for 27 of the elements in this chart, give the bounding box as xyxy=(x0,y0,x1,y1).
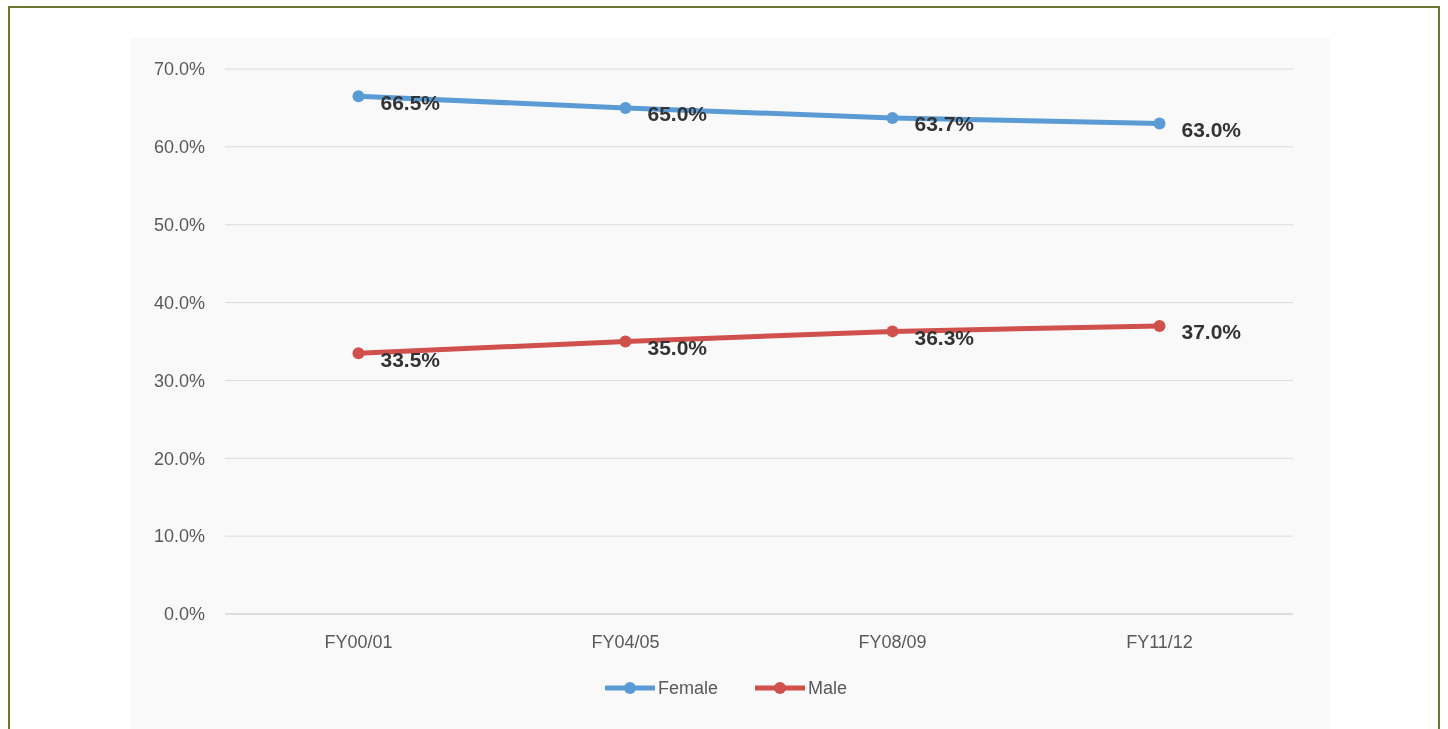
legend-label: Male xyxy=(808,678,848,699)
x-tick-label: FY08/09 xyxy=(858,632,927,653)
data-label: 37.0% xyxy=(1181,320,1242,344)
data-label: 36.3% xyxy=(914,325,975,349)
y-tick-label: 70.0% xyxy=(153,59,205,80)
data-label: 33.5% xyxy=(380,347,441,371)
data-label: 35.0% xyxy=(647,335,708,359)
x-tick-label: FY04/05 xyxy=(591,632,660,653)
y-tick-label: 30.0% xyxy=(153,370,205,391)
point xyxy=(352,90,365,103)
x-tick-label: FY00/01 xyxy=(324,632,393,653)
data-label: 63.0% xyxy=(1181,117,1242,141)
x-tick-label: FY11/12 xyxy=(1126,632,1193,653)
point xyxy=(619,101,632,114)
point xyxy=(1153,319,1166,332)
y-tick-label: 40.0% xyxy=(153,292,205,313)
legend-label: Female xyxy=(658,678,719,699)
y-tick-label: 20.0% xyxy=(153,448,205,469)
point xyxy=(1153,117,1166,130)
y-tick-label: 60.0% xyxy=(153,137,205,158)
y-tick-label: 0.0% xyxy=(163,604,205,625)
point xyxy=(352,347,365,360)
point xyxy=(619,335,632,348)
y-tick-label: 10.0% xyxy=(153,526,205,547)
point xyxy=(886,325,899,338)
y-tick-label: 50.0% xyxy=(153,215,205,236)
point xyxy=(886,112,899,125)
